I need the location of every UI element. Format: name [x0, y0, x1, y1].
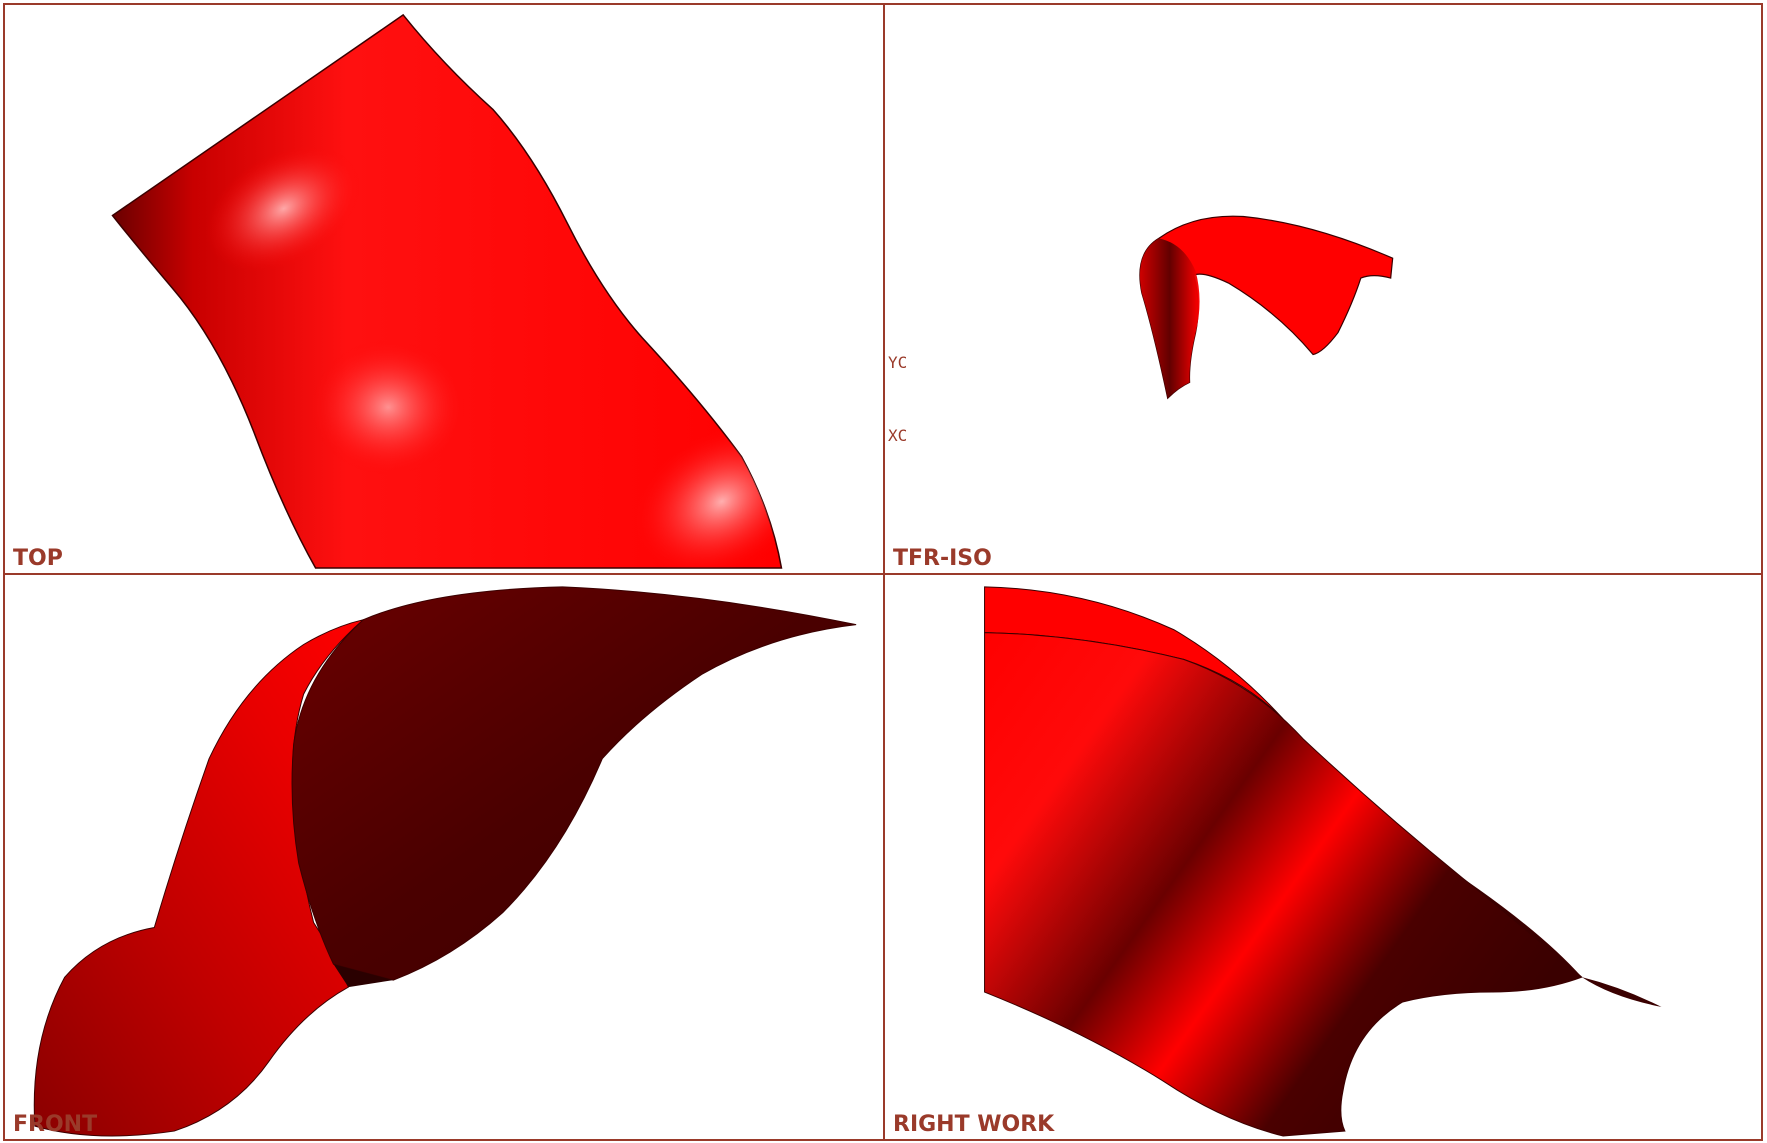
- triad-xc-label: XC: [888, 426, 908, 445]
- front-view-canvas[interactable]: [5, 575, 883, 1139]
- view-label-front: FRONT: [13, 1112, 98, 1137]
- iso-surface-fold: [1139, 238, 1200, 399]
- viewport-front[interactable]: FRONT: [3, 573, 885, 1141]
- top-view-canvas[interactable]: [5, 5, 883, 573]
- view-label-right: RIGHT WORK: [893, 1112, 1055, 1137]
- view-label-iso: TFR-ISO: [893, 546, 992, 571]
- right-view-canvas[interactable]: [885, 575, 1761, 1139]
- view-label-top: TOP: [13, 546, 63, 571]
- viewport-right[interactable]: RIGHT WORK: [883, 573, 1763, 1141]
- triad-yc-label: YC: [888, 353, 908, 372]
- front-surface-lobe[interactable]: [33, 619, 364, 1137]
- right-surface[interactable]: [984, 632, 1583, 1137]
- iso-view-canvas[interactable]: [885, 5, 1761, 573]
- front-surface-sheet[interactable]: [291, 586, 857, 981]
- viewport-iso[interactable]: YC XC TFR-ISO: [883, 3, 1763, 575]
- front-surface-edge: [333, 964, 394, 988]
- viewport-top[interactable]: TOP: [3, 3, 885, 575]
